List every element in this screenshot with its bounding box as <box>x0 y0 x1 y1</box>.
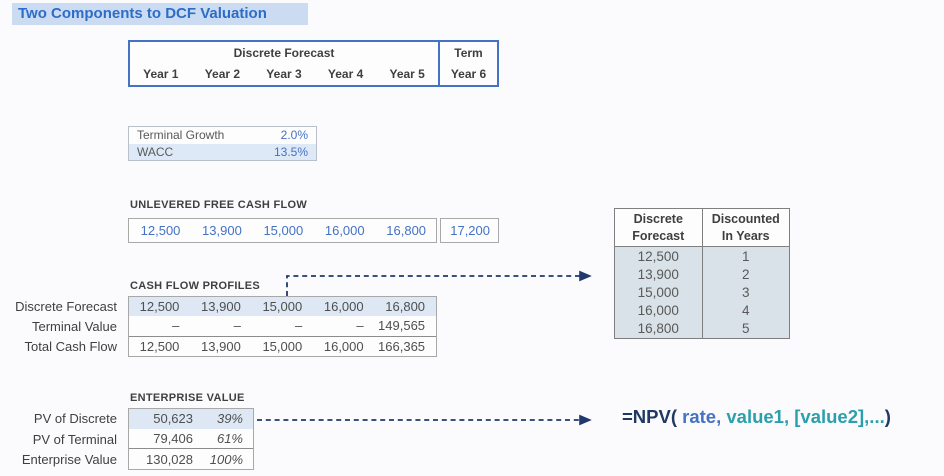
table-row-total-cash-flow: 12,500 13,900 15,000 16,000 166,365 <box>129 335 436 356</box>
table-row-discrete-forecast: 12,500 13,900 15,000 16,000 16,800 <box>129 297 436 317</box>
ev-row-label-pv-terminal: PV of Terminal <box>32 431 117 447</box>
page-title: Two Components to DCF Valuation <box>12 3 308 25</box>
cfp-row-labels: Discrete Forecast Terminal Value Total C… <box>0 296 122 357</box>
ufcf-cell-y5: 16,800 <box>386 223 427 238</box>
table-row: 13,900 2 <box>615 265 789 284</box>
cfp-table: 12,500 13,900 15,000 16,000 16,800 – – –… <box>128 296 437 357</box>
year-row: Year 1 Year 2 Year 3 Year 4 Year 5 <box>130 63 438 85</box>
discount-header-discounted-in-years: Discounted In Years <box>701 209 790 246</box>
year-cell-6: Year 6 <box>450 67 487 81</box>
discrete-forecast-columns: Discrete Forecast Year 1 Year 2 Year 3 Y… <box>130 42 438 85</box>
cfp-row-label-discrete: Discrete Forecast <box>15 298 117 314</box>
formula-value-args: value1, [value2],... <box>721 406 885 427</box>
assumption-label: WACC <box>137 144 174 159</box>
assumption-value: 13.5% <box>273 144 308 159</box>
table-row-pv-terminal: 79,406 61% <box>153 431 243 446</box>
table-row: 12,500 1 <box>615 247 789 266</box>
ev-row-labels: PV of Discrete PV of Terminal Enterprise… <box>0 408 122 470</box>
term-column: Term Year 6 <box>438 42 497 85</box>
discount-table: Discrete Forecast Discounted In Years 12… <box>614 208 790 339</box>
npv-formula: =NPV( rate, value1, [value2],...) <box>622 406 891 428</box>
cfp-heading: CASH FLOW PROFILES <box>130 280 261 292</box>
table-row: 16,000 4 <box>615 301 789 320</box>
ev-heading: ENTERPRISE VALUE <box>130 392 245 404</box>
group-label-discrete-forecast: Discrete Forecast <box>233 45 335 60</box>
year-header-table: Discrete Forecast Year 1 Year 2 Year 3 Y… <box>128 40 499 87</box>
ufcf-cell-y4: 16,000 <box>324 223 365 238</box>
ufcf-values-row: 12,500 13,900 15,000 16,000 16,800 <box>128 218 437 243</box>
ufcf-cell-y3: 15,000 <box>263 223 304 238</box>
year-cell-3: Year 3 <box>266 67 302 81</box>
ufcf-cell-y6: 17,200 <box>450 223 490 238</box>
ev-row-label-enterprise-value: Enterprise Value <box>21 452 117 468</box>
table-row: 15,000 3 <box>615 283 789 302</box>
discount-table-header: Discrete Forecast Discounted In Years <box>615 209 789 247</box>
table-row-terminal-value: – – – – 149,565 <box>172 318 426 334</box>
ev-table: 50,623 39% 79,406 61% 130,028 100% <box>128 408 254 470</box>
year-cell-4: Year 4 <box>327 67 364 81</box>
cfp-row-label-total: Total Cash Flow <box>24 339 117 355</box>
discount-header-discrete-forecast: Discrete Forecast <box>632 211 685 243</box>
assumption-row-wacc: WACC 13.5% <box>129 143 316 160</box>
year-cell-1: Year 1 <box>143 67 179 81</box>
table-row-enterprise-value: 130,028 100% <box>129 448 253 469</box>
formula-rate-arg: rate, <box>677 406 722 427</box>
table-row-pv-discrete: 50,623 39% <box>129 409 253 429</box>
ufcf-heading: UNLEVERED FREE CASH FLOW <box>130 199 308 211</box>
ev-row-label-pv-discrete: PV of Discrete <box>33 410 117 426</box>
year-cell-2: Year 2 <box>204 67 241 81</box>
cfp-row-label-terminal: Terminal Value <box>31 318 117 334</box>
formula-function-name: =NPV( <box>622 406 678 427</box>
table-row: 16,800 5 <box>615 319 789 339</box>
year-cell-5: Year 5 <box>389 67 425 81</box>
ufcf-cell-y1: 12,500 <box>140 223 181 238</box>
assumption-value: 2.0% <box>280 128 308 143</box>
discount-table-body: 12,500 1 13,900 2 15,000 3 16,000 4 16,8… <box>615 247 789 339</box>
formula-close-paren: ) <box>884 406 891 427</box>
arrow-cfp-to-discount-table <box>286 270 592 296</box>
ufcf-cell-y2: 13,900 <box>202 223 242 238</box>
assumptions-table: Terminal Growth 2.0% WACC 13.5% <box>128 126 317 161</box>
ufcf-terminal-cell: 17,200 <box>440 218 499 243</box>
assumption-row-terminal-growth: Terminal Growth 2.0% <box>129 127 316 144</box>
group-label-term: Term <box>454 45 483 60</box>
assumption-label: Terminal Growth <box>137 128 225 143</box>
